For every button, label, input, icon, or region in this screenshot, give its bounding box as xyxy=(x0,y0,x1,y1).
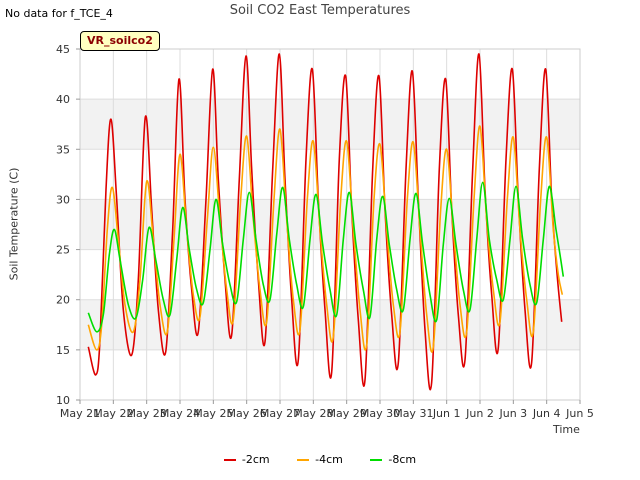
legend-item-4cm: -4cm xyxy=(297,453,343,466)
x-tick-label: Jun 1 xyxy=(432,407,461,420)
legend-item-8cm: -8cm xyxy=(370,453,416,466)
x-tick-label: Jun 5 xyxy=(565,407,594,420)
chart-title: Soil CO2 East Temperatures xyxy=(229,3,411,18)
y-axis-ticks: 10 15 20 25 30 35 40 45 xyxy=(56,43,80,407)
series-line-8cm xyxy=(87,181,565,333)
y-tick-label: 10 xyxy=(56,394,70,407)
series-lines xyxy=(87,53,565,391)
x-tick-label: May 31 xyxy=(393,407,433,420)
plot-band xyxy=(80,299,580,350)
x-tick-label: Jun 2 xyxy=(465,407,494,420)
y-tick-label: 45 xyxy=(56,43,70,56)
x-tick-label: May 21 xyxy=(60,407,100,420)
y-tick-label: 40 xyxy=(56,93,70,106)
x-tick-label: May 28 xyxy=(293,407,333,420)
plot-frame xyxy=(79,48,581,401)
x-tick-label: Jun 4 xyxy=(532,407,561,420)
y-tick-label: 30 xyxy=(56,193,70,206)
no-data-note: No data for f_TCE_4 xyxy=(5,7,113,20)
legend-label-4cm: -4cm xyxy=(315,453,343,466)
plot-band xyxy=(80,99,580,150)
plot-band xyxy=(80,199,580,250)
legend-item-2cm: -2cm xyxy=(223,453,270,466)
x-axis-label: Time xyxy=(553,423,580,436)
y-axis-label: Soil Temperature (C) xyxy=(7,167,21,281)
plot-band xyxy=(80,149,580,200)
plot-band xyxy=(80,49,580,100)
y-tick-label: 20 xyxy=(56,294,70,307)
legend-label-2cm: -2cm xyxy=(241,453,270,466)
x-tick-label: Jun 3 xyxy=(498,407,527,420)
x-tick-label: May 24 xyxy=(160,407,200,420)
y-tick-label: 25 xyxy=(56,244,70,257)
x-tick-label: May 27 xyxy=(260,407,300,420)
x-tick-label: May 29 xyxy=(327,407,367,420)
y-tick-label: 15 xyxy=(56,344,70,357)
legend-label-8cm: -8cm xyxy=(388,453,417,466)
legend-swatch-8cm xyxy=(370,459,383,461)
x-tick-label: May 23 xyxy=(127,407,167,420)
x-tick-label: May 26 xyxy=(227,407,267,420)
x-tick-label: May 30 xyxy=(360,407,400,420)
y-tick-label: 35 xyxy=(56,143,70,156)
legend-swatch-2cm xyxy=(223,459,236,461)
x-tick-label: May 22 xyxy=(93,407,133,420)
legend-swatch-4cm xyxy=(297,459,310,461)
site-tag: VR_soilco2 xyxy=(80,31,160,51)
plot-background-bands xyxy=(80,49,580,400)
legend: -2cm -4cm -8cm xyxy=(0,453,640,466)
x-tick-label: May 25 xyxy=(193,407,233,420)
